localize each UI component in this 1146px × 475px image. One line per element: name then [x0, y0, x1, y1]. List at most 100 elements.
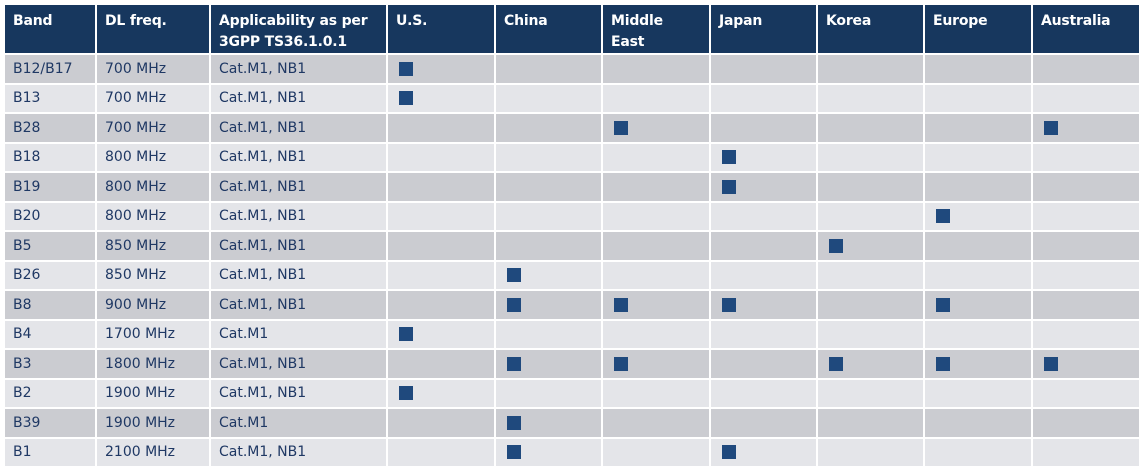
region-cell: [1033, 173, 1139, 201]
header-cell: Australia: [1033, 5, 1139, 53]
region-cell: [711, 379, 816, 407]
applicability-cell: Cat.M1, NB1: [211, 55, 386, 83]
region-cell: [388, 114, 494, 142]
availability-marker: [399, 327, 413, 342]
freq-cell: 700 MHz: [97, 55, 209, 83]
header-cell: Applicability as per 3GPP TS36.1.0.1: [211, 5, 386, 53]
region-cell: [925, 438, 1031, 466]
region-cell: [818, 261, 923, 289]
region-cell: [818, 379, 923, 407]
band-cell: B19: [5, 173, 95, 201]
region-cell: [496, 232, 601, 260]
region-cell: [925, 350, 1031, 378]
region-cell: [711, 202, 816, 230]
region-cell: [925, 232, 1031, 260]
region-cell: [1033, 379, 1139, 407]
region-cell: [1033, 261, 1139, 289]
availability-marker: [936, 356, 950, 371]
header-cell: Europe: [925, 5, 1031, 53]
region-cell: [1033, 84, 1139, 112]
region-cell: [388, 261, 494, 289]
region-cell: [603, 291, 709, 319]
region-cell: [925, 143, 1031, 171]
availability-marker: [614, 297, 628, 312]
band-cell: B13: [5, 84, 95, 112]
header-cell: Japan: [711, 5, 816, 53]
availability-marker: [936, 209, 950, 224]
freq-cell: 1800 MHz: [97, 350, 209, 378]
availability-marker: [722, 297, 736, 312]
band-cell: B12/B17: [5, 55, 95, 83]
region-cell: [388, 84, 494, 112]
availability-marker: [399, 61, 413, 76]
freq-cell: 1900 MHz: [97, 379, 209, 407]
band-cell: B26: [5, 261, 95, 289]
region-cell: [603, 55, 709, 83]
freq-cell: 850 MHz: [97, 261, 209, 289]
availability-marker: [1044, 120, 1058, 135]
region-cell: [711, 350, 816, 378]
applicability-cell: Cat.M1: [211, 320, 386, 348]
availability-marker: [722, 179, 736, 194]
region-cell: [1033, 350, 1139, 378]
region-cell: [1033, 320, 1139, 348]
freq-cell: 850 MHz: [97, 232, 209, 260]
availability-marker: [722, 150, 736, 165]
region-cell: [925, 379, 1031, 407]
applicability-cell: Cat.M1, NB1: [211, 114, 386, 142]
band-cell: B5: [5, 232, 95, 260]
applicability-cell: Cat.M1, NB1: [211, 261, 386, 289]
band-cell: B4: [5, 320, 95, 348]
region-cell: [388, 291, 494, 319]
region-cell: [1033, 143, 1139, 171]
region-cell: [711, 438, 816, 466]
region-cell: [1033, 438, 1139, 466]
region-cell: [496, 320, 601, 348]
region-cell: [711, 232, 816, 260]
region-cell: [925, 291, 1031, 319]
region-cell: [496, 379, 601, 407]
region-cell: [603, 143, 709, 171]
applicability-cell: Cat.M1, NB1: [211, 379, 386, 407]
applicability-cell: Cat.M1, NB1: [211, 438, 386, 466]
availability-marker: [507, 415, 521, 430]
region-cell: [496, 173, 601, 201]
region-cell: [496, 261, 601, 289]
header-cell: U.S.: [388, 5, 494, 53]
region-cell: [496, 291, 601, 319]
region-cell: [711, 84, 816, 112]
header-cell: China: [496, 5, 601, 53]
freq-cell: 700 MHz: [97, 114, 209, 142]
band-cell: B2: [5, 379, 95, 407]
applicability-cell: Cat.M1, NB1: [211, 143, 386, 171]
band-cell: B1: [5, 438, 95, 466]
band-cell: B28: [5, 114, 95, 142]
region-cell: [603, 409, 709, 437]
region-cell: [925, 173, 1031, 201]
availability-marker: [1044, 356, 1058, 371]
region-cell: [925, 320, 1031, 348]
region-cell: [1033, 55, 1139, 83]
region-cell: [925, 55, 1031, 83]
region-cell: [496, 114, 601, 142]
region-cell: [925, 261, 1031, 289]
region-cell: [603, 202, 709, 230]
region-cell: [818, 173, 923, 201]
availability-marker: [936, 297, 950, 312]
availability-marker: [507, 297, 521, 312]
region-cell: [711, 173, 816, 201]
freq-cell: 700 MHz: [97, 84, 209, 112]
region-cell: [818, 143, 923, 171]
band-cell: B18: [5, 143, 95, 171]
region-cell: [496, 202, 601, 230]
region-cell: [603, 84, 709, 112]
region-cell: [818, 114, 923, 142]
region-cell: [603, 173, 709, 201]
region-cell: [818, 55, 923, 83]
region-cell: [603, 320, 709, 348]
availability-marker: [399, 91, 413, 106]
region-cell: [818, 320, 923, 348]
region-cell: [496, 84, 601, 112]
availability-marker: [829, 356, 843, 371]
